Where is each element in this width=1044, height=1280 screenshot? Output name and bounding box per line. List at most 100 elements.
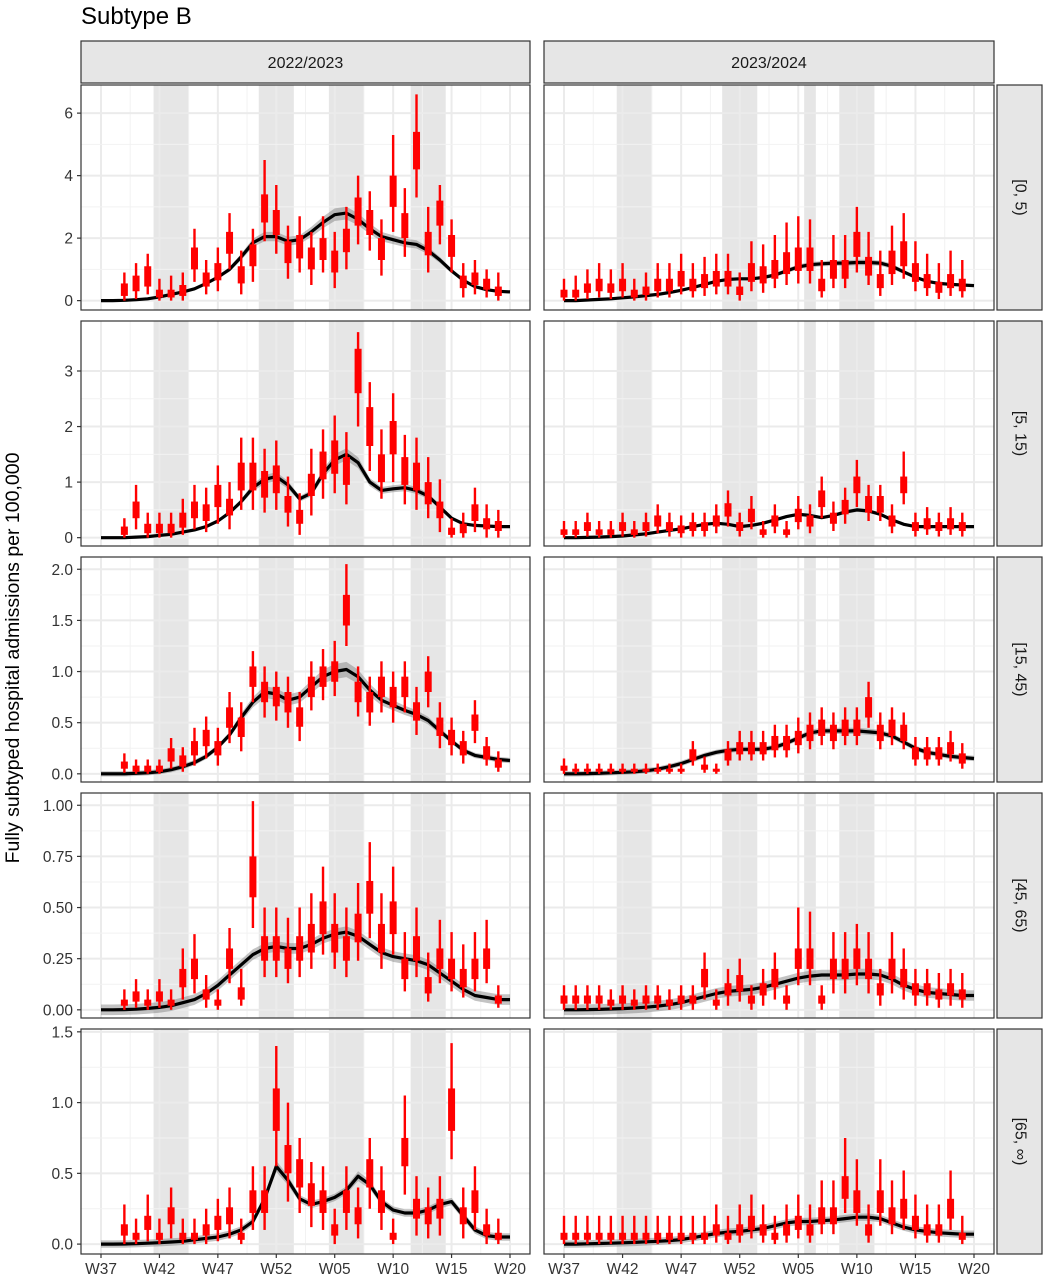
- observation-box-W03: [307, 1183, 315, 1206]
- observation-box-W14: [436, 948, 444, 969]
- observation-box-W44: [642, 1232, 650, 1240]
- observation-box-W12: [876, 274, 884, 289]
- x-tick-label-W37: W37: [548, 1261, 580, 1278]
- y-tick-label: 0.0: [51, 766, 73, 783]
- x-tick-label-W52: W52: [260, 1261, 292, 1278]
- observation-box-W19: [494, 286, 502, 296]
- observation-box-W41: [144, 765, 152, 772]
- observation-box-W18: [947, 1198, 955, 1219]
- x-tick-label-W05: W05: [319, 1261, 351, 1278]
- observation-box-W40: [132, 765, 140, 772]
- observation-box-W07: [354, 913, 362, 943]
- observation-box-W02: [296, 235, 304, 259]
- observation-box-W41: [144, 999, 152, 1006]
- age-group-label-4: [45, 65): [1011, 878, 1028, 932]
- observation-box-W04: [783, 529, 791, 535]
- observation-box-W39: [583, 995, 591, 1004]
- observation-box-W44: [642, 286, 650, 295]
- y-tick-label: 0.25: [43, 951, 73, 968]
- observation-box-W14: [900, 476, 908, 494]
- observation-box-W19: [958, 522, 966, 531]
- observation-box-W18: [483, 518, 491, 530]
- observation-box-W09: [377, 1190, 385, 1213]
- panel-2022-2023-5-15: 0 1 2 3: [64, 320, 531, 547]
- y-tick-label: 0.0: [51, 1237, 73, 1254]
- observation-box-W52: [272, 1088, 280, 1131]
- observation-box-W43: [630, 999, 638, 1006]
- observation-box-W50: [249, 244, 257, 267]
- observation-box-W14: [900, 724, 908, 742]
- observation-box-W03: [307, 676, 315, 698]
- observation-box-W42: [155, 765, 163, 772]
- observation-box-W19: [494, 521, 502, 531]
- chart-title: Subtype B: [81, 3, 192, 30]
- age-group-label-1: [0, 5): [1011, 179, 1028, 215]
- observation-box-W47: [677, 270, 685, 287]
- observation-box-W03: [771, 515, 779, 527]
- observation-box-W42: [619, 278, 627, 292]
- panel-border: [543, 320, 995, 547]
- observation-box-W18: [483, 1224, 491, 1236]
- observation-box-W39: [120, 1224, 128, 1236]
- panel-2023-2024-5-15: [543, 320, 995, 547]
- observation-box-W15: [911, 747, 919, 760]
- observation-box-W04: [783, 995, 791, 1004]
- y-tick-label: 3: [64, 364, 73, 381]
- observation-box-W14: [436, 717, 444, 736]
- observation-box-W10: [853, 1190, 861, 1213]
- observation-box-W13: [888, 1207, 896, 1225]
- observation-box-W50: [712, 999, 720, 1006]
- observation-box-W43: [630, 1232, 638, 1240]
- season-strip-1: [80, 40, 531, 84]
- observation-box-W42: [619, 768, 627, 772]
- observation-box-W48: [226, 707, 234, 728]
- observation-box-W45: [654, 278, 662, 292]
- observation-box-W40: [132, 501, 140, 519]
- panel-border: [80, 320, 531, 547]
- observation-box-W43: [630, 529, 638, 535]
- observation-box-W41: [144, 1215, 152, 1230]
- panel-2022-2023-0-5: 0 2 4 6: [64, 84, 531, 311]
- observation-box-W01: [284, 241, 292, 264]
- observation-box-W52: [272, 936, 280, 961]
- observation-box-W05: [331, 1224, 339, 1236]
- observation-box-W04: [783, 735, 791, 751]
- observation-box-W14: [900, 1198, 908, 1219]
- observation-box-W49: [701, 764, 709, 770]
- observation-box-W49: [237, 1232, 245, 1240]
- observation-box-W09: [377, 676, 385, 698]
- observation-box-W13: [888, 515, 896, 527]
- season-label-2: 2023/2024: [731, 55, 807, 72]
- panel-2023-2024-45-65: [543, 792, 995, 1019]
- x-tick-label-W42: W42: [143, 1261, 175, 1278]
- observation-box-W43: [167, 523, 175, 534]
- observation-box-W09: [841, 499, 849, 515]
- observation-box-W01: [284, 692, 292, 713]
- observation-box-W44: [179, 1232, 187, 1240]
- observation-box-W01: [747, 263, 755, 282]
- observation-box-W16: [923, 274, 931, 289]
- age-group-strip-4: [996, 792, 1043, 1019]
- observation-box-W46: [665, 278, 673, 292]
- observation-box-W11: [401, 457, 409, 485]
- observation-box-W42: [155, 523, 163, 534]
- observation-box-W49: [237, 462, 245, 491]
- age-group-strip-3: [996, 556, 1043, 783]
- observation-box-W39: [583, 768, 591, 772]
- x-tick-label-W15: W15: [899, 1261, 931, 1278]
- observation-box-W13: [888, 958, 896, 980]
- x-tick-label-W15: W15: [436, 1261, 468, 1278]
- observation-box-W06: [806, 1224, 814, 1236]
- observation-box-W48: [226, 948, 234, 969]
- observation-box-W15: [448, 527, 456, 535]
- observation-box-W45: [190, 1232, 198, 1240]
- observation-box-W04: [319, 666, 327, 687]
- observation-box-W10: [389, 175, 397, 207]
- y-tick-label: 1.00: [43, 798, 74, 815]
- observation-box-W07: [354, 1207, 362, 1225]
- observation-box-W50: [712, 1224, 720, 1236]
- panel-2022-2023-65: 0.0 0.5 1.0 1.5: [51, 1024, 531, 1255]
- observation-box-W17: [471, 504, 479, 521]
- age-group-strip-1: [996, 84, 1043, 311]
- observation-box-W47: [214, 484, 222, 508]
